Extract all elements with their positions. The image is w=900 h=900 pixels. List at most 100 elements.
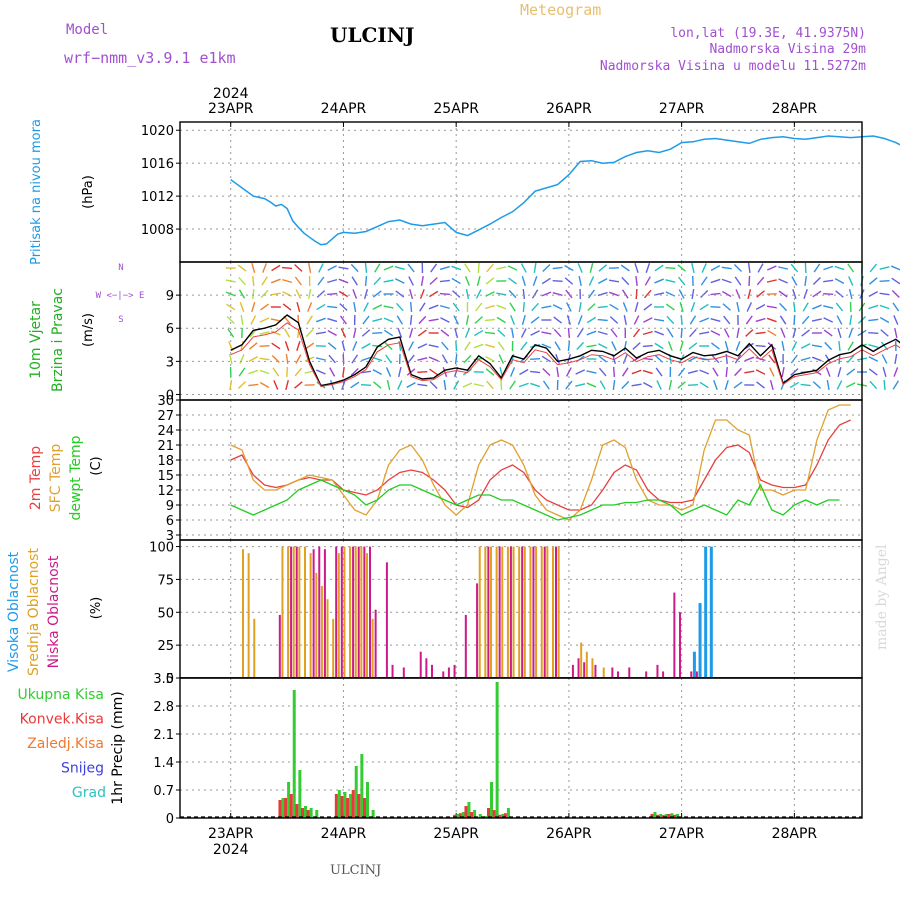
wind-arrow [847, 263, 855, 273]
low-cloud-bar [453, 664, 456, 678]
y-tick-label: 1020 [141, 124, 174, 139]
mid-cloud-bar [546, 546, 549, 678]
wind-arrow [271, 264, 281, 272]
wind-arrow [552, 292, 563, 296]
wind-arrow [667, 341, 673, 351]
total-precip-bar [461, 812, 465, 818]
wind-arrow [576, 341, 585, 351]
wind-arrow [724, 380, 729, 390]
conv-precip-bar [470, 812, 474, 818]
wind-arrow [451, 277, 461, 285]
panel-frame [179, 121, 863, 263]
wind-arrow [812, 276, 821, 286]
wind-arrow [597, 291, 608, 297]
wind-arrow [687, 383, 698, 387]
wind-arrow [360, 384, 372, 386]
wind-arrow [845, 382, 856, 388]
bottom-date-label: 27APR [659, 826, 705, 842]
wind-arrow [383, 265, 394, 271]
wind-arrow [823, 279, 834, 283]
low-cloud-bar [431, 664, 433, 678]
t2m-line [230, 419, 851, 511]
wind-arrow [260, 289, 269, 299]
wind-arrow [282, 266, 293, 270]
wind-arrow [687, 370, 698, 374]
wind-arrow [838, 340, 841, 352]
wind-arrow [755, 344, 766, 348]
total-precip-bar [298, 770, 302, 818]
conv-precip-bar [357, 794, 361, 818]
wind-arrow [699, 331, 710, 335]
mid-cloud-bar [242, 549, 244, 678]
wind-arrow [259, 369, 270, 375]
wind-arrow [530, 357, 541, 361]
conv-precip-bar [301, 808, 304, 818]
wind-arrow [485, 368, 495, 376]
wind-arrow [442, 367, 448, 377]
wind-arrow [768, 354, 776, 364]
wind-arrow [665, 279, 676, 283]
wind-arrow [586, 382, 597, 388]
wind-arrow [520, 341, 528, 351]
wind-arrow [520, 328, 527, 338]
wind-arrow [228, 353, 233, 365]
high-cloud-bar [709, 546, 713, 678]
low-cloud-bar [487, 546, 490, 678]
y-tick-label: 12 [157, 484, 174, 499]
wind-arrow [282, 291, 292, 297]
wind-arrow [756, 290, 765, 298]
wind-arrow [439, 292, 450, 296]
model-label: Model [66, 22, 108, 38]
wind-arrow [440, 317, 450, 323]
wind-arrow [666, 315, 675, 325]
wind-arrow [496, 292, 507, 296]
wind-arrow [509, 380, 516, 390]
total-precip-bar [495, 682, 499, 818]
wind-arrow [577, 263, 583, 273]
wind-arrow [801, 329, 811, 337]
wind-arrow [259, 331, 270, 335]
total-precip-bar [281, 798, 285, 818]
wind-arrow [304, 356, 315, 362]
wind-arrow [443, 379, 447, 391]
wind-arrow [868, 331, 879, 335]
mid-cloud-bar [337, 553, 340, 678]
wind-axis-title: 10m Vjetar [28, 301, 44, 379]
wind-arrow [576, 328, 584, 338]
wind-arrow [259, 381, 270, 389]
wind-arrow [834, 265, 845, 271]
mid-cloud-bar [523, 546, 526, 678]
wind-arrow [285, 353, 289, 365]
y-tick-label: 21 [157, 439, 174, 454]
total-precip-bar [490, 782, 493, 818]
wind-arrow [609, 291, 619, 297]
wind-arrow [721, 278, 732, 284]
wind-arrow [409, 314, 413, 326]
wind-arrow [239, 354, 245, 364]
wind-arrow [597, 305, 608, 309]
conv-precip-bar [363, 798, 366, 818]
mid-cloud-bar [585, 651, 588, 678]
wind-arrow [283, 328, 291, 338]
wind-arrow [509, 367, 516, 377]
wind-arrow [542, 368, 551, 376]
wind-arrow [497, 341, 505, 351]
wind-arrow [496, 266, 507, 270]
wind-arrow [282, 278, 293, 284]
wind-arrow [824, 341, 833, 351]
wind-arrow [622, 302, 628, 312]
wind-arrow [825, 367, 831, 377]
wind-arrow [372, 331, 383, 335]
wind-arrow [440, 329, 450, 337]
wind-arrow [329, 367, 336, 377]
wind-arrow [564, 264, 574, 272]
wind-arrow [792, 289, 797, 299]
wind-arrow [879, 292, 890, 296]
wind-arrow [634, 263, 639, 273]
total-precip-bar [337, 790, 341, 818]
low-cloud-bar [690, 671, 693, 678]
wind-arrow [408, 276, 414, 286]
wind-arrow [823, 317, 834, 323]
wind-arrow [710, 264, 721, 272]
